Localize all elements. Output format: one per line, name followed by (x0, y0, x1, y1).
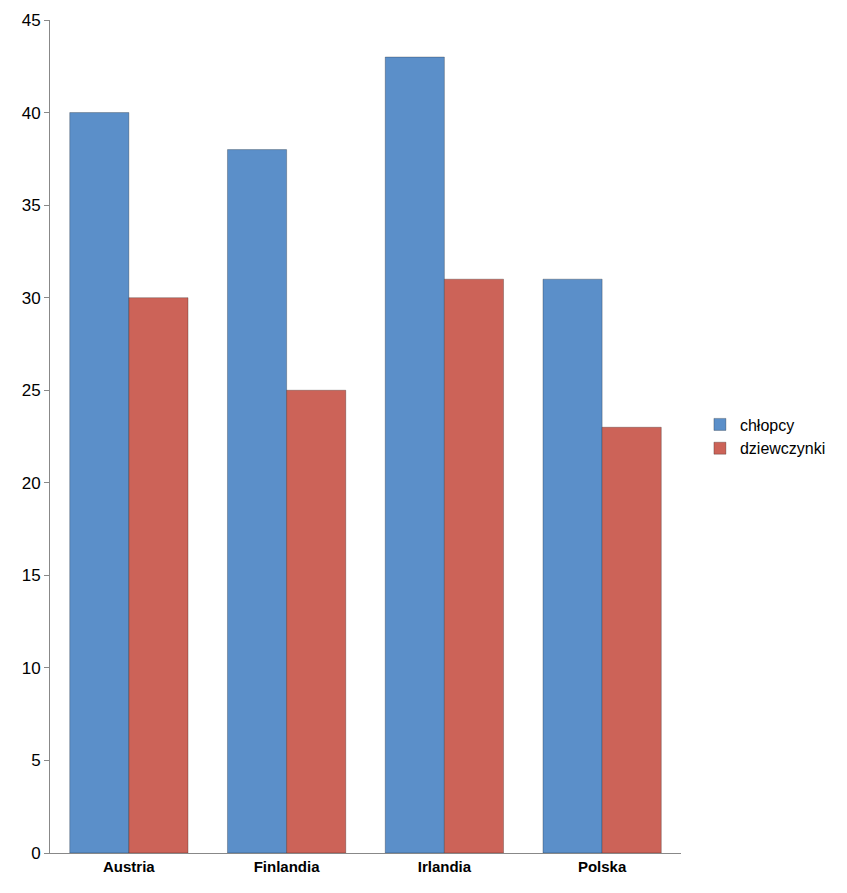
svg-text:dziewczynki: dziewczynki (740, 440, 825, 457)
svg-text:25: 25 (22, 381, 41, 400)
svg-text:45: 45 (22, 11, 41, 30)
svg-text:15: 15 (22, 566, 41, 585)
svg-text:0: 0 (31, 844, 40, 863)
svg-text:Polska: Polska (578, 858, 627, 875)
svg-text:5: 5 (31, 751, 40, 770)
svg-text:Austria: Austria (103, 858, 155, 875)
svg-text:10: 10 (22, 659, 41, 678)
svg-text:chłopcy: chłopcy (740, 417, 794, 434)
svg-text:40: 40 (22, 104, 41, 123)
svg-text:Irlandia: Irlandia (418, 858, 472, 875)
svg-text:Finlandia: Finlandia (254, 858, 320, 875)
svg-text:30: 30 (22, 289, 41, 308)
svg-text:20: 20 (22, 474, 41, 493)
svg-text:35: 35 (22, 196, 41, 215)
